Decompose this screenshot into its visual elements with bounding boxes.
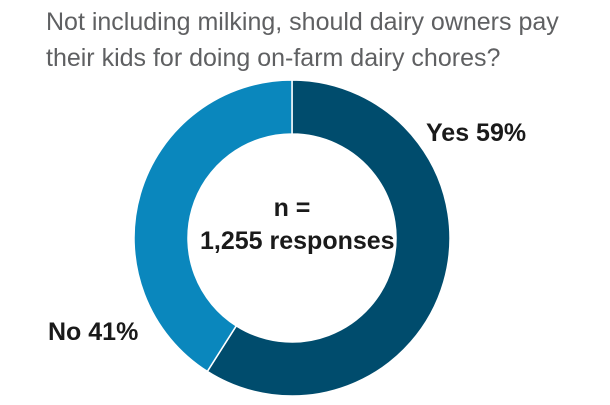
donut-slice-yes <box>206 79 451 397</box>
donut-slice-no <box>133 79 293 373</box>
sample-size-line-2: 1,255 responses <box>200 227 395 255</box>
donut-slices <box>133 79 451 397</box>
chart-title-line-2: their kids for doing on-farm dairy chore… <box>46 44 501 72</box>
sample-size-label: n = 1,255 responses <box>200 192 395 258</box>
slice-label-no: No 41% <box>48 318 139 346</box>
slice-label-yes: Yes 59% <box>426 119 527 147</box>
sample-size-line-1: n = <box>273 194 311 222</box>
chart-title-line-1: Not including milking, should dairy owne… <box>46 8 559 36</box>
chart-title: Not including milking, should dairy owne… <box>46 4 606 76</box>
